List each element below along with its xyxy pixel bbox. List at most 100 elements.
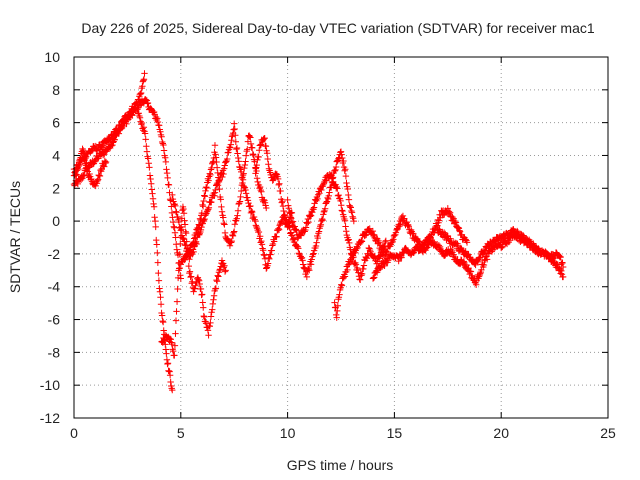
x-tick-label: 25 [600,425,616,441]
data-point [556,253,563,260]
data-point [305,218,312,226]
data-point [212,285,220,292]
data-point [291,223,298,230]
data-point [217,196,224,203]
data-point [79,145,86,153]
data-point [305,265,312,273]
data-point [398,254,405,261]
data-point [388,237,396,244]
data-point [349,254,356,261]
data-point [168,209,176,217]
y-tick-label: 6 [52,115,60,131]
data-point [214,169,221,177]
data-point [169,191,176,199]
data-point [200,312,207,320]
data-point [207,171,214,179]
data-point [174,274,182,282]
data-point [228,237,235,245]
data-point [342,223,349,230]
data-point [216,266,223,274]
data-point [358,237,365,244]
data-point [514,227,521,235]
data-point [169,218,177,226]
data-point [275,181,282,189]
data-point [476,254,483,262]
data-point [372,268,380,275]
data-point [83,164,91,172]
data-point [334,185,341,192]
data-point [181,221,189,228]
data-point [216,185,223,193]
data-point [463,239,471,246]
data-point [266,255,273,263]
data-point [369,275,377,282]
data-point [160,327,167,334]
data-point [358,272,365,279]
data-point [227,144,234,151]
data-point [237,193,244,201]
data-point [264,155,271,163]
data-point [80,149,87,156]
data-point [369,227,377,235]
data-point [309,209,316,216]
data-point [172,317,180,324]
data-point [192,282,199,289]
data-point [154,115,161,122]
data-point [75,162,83,170]
data-point [211,189,219,196]
data-point [285,205,293,212]
data-point [405,223,412,230]
data-point [229,232,237,240]
data-point [220,220,228,227]
data-point [291,236,298,243]
data-point [254,156,261,164]
data-point [156,285,163,292]
data-point [215,174,222,181]
data-point [252,170,259,177]
data-point [226,242,234,249]
data-point [323,177,330,184]
data-point [299,261,307,268]
data-point [316,190,323,197]
data-point [173,308,180,315]
data-point [160,147,168,154]
data-point [360,265,367,273]
data-point [283,217,290,224]
data-point [102,158,110,166]
data-point [209,300,217,308]
data-point [185,262,193,270]
data-point [208,164,215,172]
data-point [339,207,346,215]
data-point [352,261,360,268]
data-point [557,253,564,261]
data-point [114,128,121,135]
data-point [173,246,181,253]
data-point [117,122,124,129]
x-tick-label: 10 [280,425,296,441]
data-point [146,164,153,171]
x-tick-label: 15 [387,425,403,441]
data-point [323,199,330,206]
data-point [232,132,239,139]
data-point [258,188,265,195]
data-point [148,180,155,187]
data-point [326,189,333,196]
data-point [249,144,256,152]
data-point [556,266,564,274]
data-point [204,327,212,334]
data-point [348,207,355,215]
data-point [231,120,238,127]
chart-title: Day 226 of 2025, Sidereal Day-to-day VTE… [81,20,594,36]
y-axis-label: SDTVAR / TECUs [7,181,23,293]
data-point [295,250,303,257]
y-tick-label: 0 [52,213,60,229]
data-point [166,335,174,343]
data-point [199,203,207,210]
data-point [166,368,173,375]
data-point [465,264,472,272]
data-point [342,166,349,173]
data-point [231,125,238,133]
data-point [356,275,363,283]
data-point [225,149,232,156]
data-point [397,252,405,260]
